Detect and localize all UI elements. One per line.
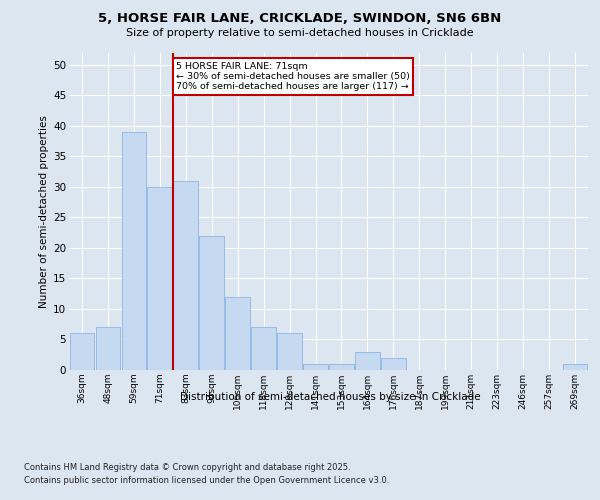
- Y-axis label: Number of semi-detached properties: Number of semi-detached properties: [39, 115, 49, 308]
- Bar: [148, 187, 172, 370]
- Bar: [563, 364, 587, 370]
- Text: Contains HM Land Registry data © Crown copyright and database right 2025.: Contains HM Land Registry data © Crown c…: [24, 462, 350, 471]
- Bar: [199, 236, 224, 370]
- Text: Contains public sector information licensed under the Open Government Licence v3: Contains public sector information licen…: [24, 476, 389, 485]
- Text: Distribution of semi-detached houses by size in Cricklade: Distribution of semi-detached houses by …: [179, 392, 481, 402]
- Bar: [122, 132, 146, 370]
- Text: Size of property relative to semi-detached houses in Cricklade: Size of property relative to semi-detach…: [126, 28, 474, 38]
- Bar: [355, 352, 380, 370]
- Bar: [251, 328, 276, 370]
- Bar: [226, 296, 250, 370]
- Text: 5 HORSE FAIR LANE: 71sqm
← 30% of semi-detached houses are smaller (50)
70% of s: 5 HORSE FAIR LANE: 71sqm ← 30% of semi-d…: [176, 62, 410, 92]
- Bar: [70, 334, 94, 370]
- Bar: [303, 364, 328, 370]
- Text: 5, HORSE FAIR LANE, CRICKLADE, SWINDON, SN6 6BN: 5, HORSE FAIR LANE, CRICKLADE, SWINDON, …: [98, 12, 502, 26]
- Bar: [381, 358, 406, 370]
- Bar: [173, 180, 198, 370]
- Bar: [95, 328, 120, 370]
- Bar: [277, 334, 302, 370]
- Bar: [329, 364, 354, 370]
